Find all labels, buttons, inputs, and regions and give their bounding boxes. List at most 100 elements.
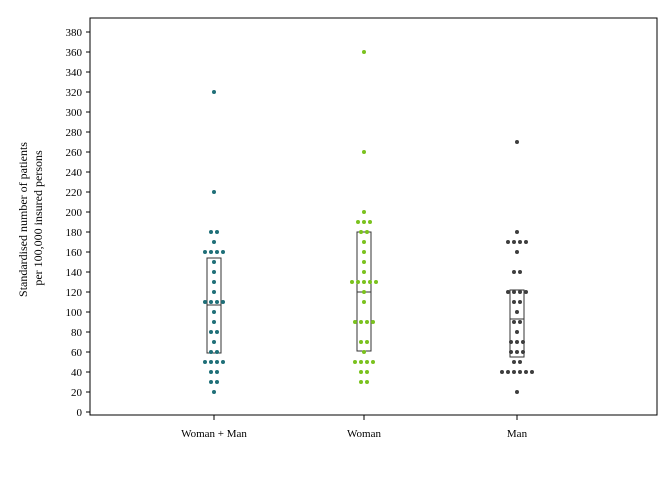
data-point bbox=[359, 380, 363, 384]
data-point bbox=[353, 320, 357, 324]
x-tick-label: Woman + Man bbox=[181, 428, 247, 440]
data-point bbox=[512, 240, 516, 244]
data-point bbox=[518, 300, 522, 304]
data-point bbox=[209, 330, 213, 334]
data-point bbox=[515, 140, 519, 144]
data-point bbox=[509, 340, 513, 344]
data-point bbox=[524, 290, 528, 294]
y-tick-label: 80 bbox=[71, 327, 83, 339]
y-tick-label: 340 bbox=[66, 67, 83, 79]
data-point bbox=[518, 240, 522, 244]
data-point bbox=[212, 270, 216, 274]
y-tick-label: 160 bbox=[66, 247, 83, 259]
data-point bbox=[212, 240, 216, 244]
data-point bbox=[371, 320, 375, 324]
data-point bbox=[530, 370, 534, 374]
data-point bbox=[221, 360, 225, 364]
data-point bbox=[362, 350, 366, 354]
data-point bbox=[362, 300, 366, 304]
data-point bbox=[515, 390, 519, 394]
data-point bbox=[368, 280, 372, 284]
data-point bbox=[362, 280, 366, 284]
data-point bbox=[515, 310, 519, 314]
data-point bbox=[359, 320, 363, 324]
y-tick-label: 120 bbox=[66, 287, 83, 299]
data-point bbox=[365, 320, 369, 324]
data-point bbox=[209, 230, 213, 234]
y-tick-label: 300 bbox=[66, 107, 83, 119]
data-point bbox=[521, 340, 525, 344]
data-point bbox=[209, 250, 213, 254]
data-point bbox=[359, 340, 363, 344]
x-tick-label: Woman bbox=[347, 428, 381, 440]
data-point bbox=[524, 370, 528, 374]
data-point bbox=[515, 340, 519, 344]
data-point bbox=[356, 280, 360, 284]
data-point bbox=[212, 90, 216, 94]
data-point bbox=[212, 290, 216, 294]
y-tick-label: 40 bbox=[71, 367, 83, 379]
data-point bbox=[371, 360, 375, 364]
data-point bbox=[365, 380, 369, 384]
x-tick-label: Man bbox=[507, 428, 528, 440]
data-point bbox=[215, 370, 219, 374]
data-point bbox=[209, 370, 213, 374]
data-point bbox=[506, 240, 510, 244]
data-point bbox=[515, 250, 519, 254]
y-tick-label: 280 bbox=[66, 127, 83, 139]
data-point bbox=[215, 250, 219, 254]
data-point bbox=[215, 350, 219, 354]
plot-frame bbox=[89, 17, 658, 416]
data-point bbox=[365, 230, 369, 234]
data-point bbox=[368, 220, 372, 224]
data-point bbox=[362, 260, 366, 264]
data-point bbox=[365, 360, 369, 364]
data-point bbox=[518, 360, 522, 364]
data-point bbox=[212, 260, 216, 264]
data-point bbox=[515, 330, 519, 334]
y-axis: 0 20 40 60 80 100 120 140 160 180 200 220 240 260 280 3… bbox=[66, 27, 90, 419]
y-tick-label: 260 bbox=[66, 147, 83, 159]
data-point bbox=[350, 280, 354, 284]
data-point bbox=[506, 370, 510, 374]
data-point bbox=[362, 290, 366, 294]
data-point bbox=[209, 380, 213, 384]
data-point bbox=[362, 150, 366, 154]
y-tick-label: 0 bbox=[77, 407, 83, 419]
y-tick-label: 320 bbox=[66, 87, 83, 99]
data-point bbox=[203, 300, 207, 304]
y-tick-label: 360 bbox=[66, 47, 83, 59]
points-layer bbox=[203, 50, 534, 394]
data-point bbox=[215, 230, 219, 234]
data-point bbox=[506, 290, 510, 294]
y-tick-label: 20 bbox=[71, 387, 83, 399]
x-axis: Woman + Man Woman Man bbox=[181, 415, 528, 440]
data-point bbox=[524, 240, 528, 244]
data-point bbox=[362, 270, 366, 274]
data-point bbox=[362, 250, 366, 254]
data-point bbox=[359, 370, 363, 374]
data-point bbox=[512, 360, 516, 364]
data-point bbox=[221, 250, 225, 254]
y-tick-label: 380 bbox=[66, 27, 83, 39]
data-point bbox=[221, 300, 225, 304]
data-point bbox=[209, 300, 213, 304]
data-point bbox=[203, 250, 207, 254]
data-point bbox=[365, 340, 369, 344]
data-point bbox=[215, 300, 219, 304]
data-point bbox=[359, 360, 363, 364]
data-point bbox=[362, 50, 366, 54]
data-point bbox=[212, 340, 216, 344]
data-point bbox=[212, 190, 216, 194]
data-point bbox=[356, 220, 360, 224]
data-point bbox=[203, 360, 207, 364]
data-point bbox=[362, 220, 366, 224]
data-point bbox=[518, 290, 522, 294]
data-point bbox=[353, 360, 357, 364]
y-tick-label: 220 bbox=[66, 187, 83, 199]
y-axis-label: Standardised number of patients per 100,… bbox=[16, 139, 45, 297]
data-point bbox=[512, 320, 516, 324]
data-point bbox=[209, 350, 213, 354]
iqr-box bbox=[509, 289, 525, 358]
